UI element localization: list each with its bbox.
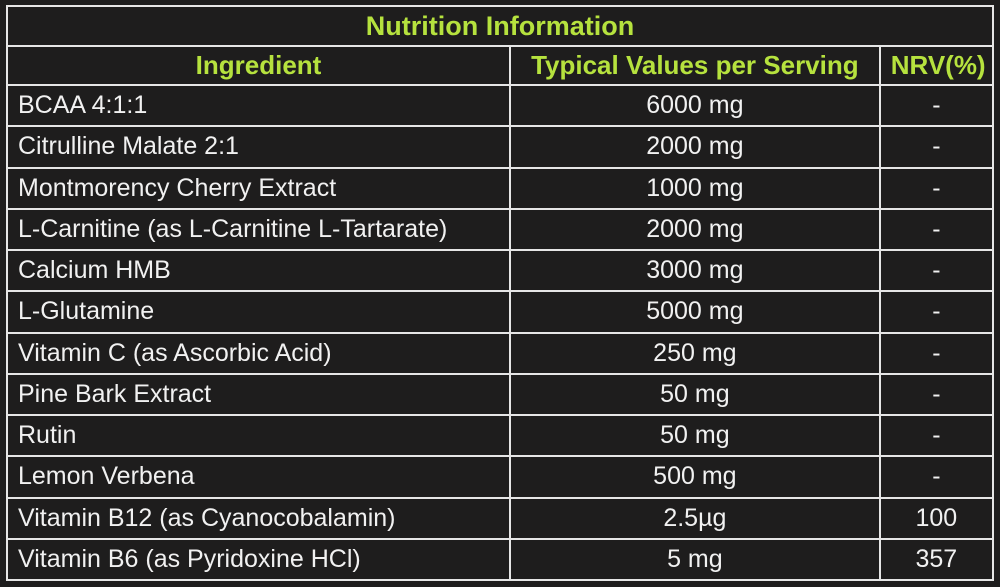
ingredient-cell: Vitamin B12 (as Cyanocobalamin) [6, 496, 511, 540]
header-ingredient: Ingredient [6, 45, 511, 86]
nrv-cell: - [878, 413, 995, 458]
ingredient-cell: Montmorency Cherry Extract [6, 166, 511, 210]
value-cell: 250 mg [509, 331, 881, 375]
nrv-cell: - [878, 125, 995, 169]
ingredient-cell: L-Glutamine [6, 290, 511, 334]
table-row: Calcium HMB 3000 mg - [6, 248, 995, 293]
ingredient-cell: Citrulline Malate 2:1 [6, 125, 511, 169]
nrv-cell: - [878, 83, 995, 128]
nrv-cell: 357 [878, 537, 995, 582]
header-typical-values: Typical Values per Serving [509, 45, 881, 86]
header-nrv: NRV(%) [878, 45, 995, 86]
ingredient-cell: Vitamin B6 (as Pyridoxine HCl) [6, 537, 511, 582]
table-row: Citrulline Malate 2:1 2000 mg - [6, 125, 995, 169]
ingredient-cell: Pine Bark Extract [6, 372, 511, 417]
value-cell: 6000 mg [509, 83, 881, 128]
table-row: L-Glutamine 5000 mg - [6, 290, 995, 334]
table-row: Vitamin B12 (as Cyanocobalamin) 2.5µg 10… [6, 496, 995, 540]
ingredient-cell: Calcium HMB [6, 248, 511, 293]
value-cell: 2000 mg [509, 125, 881, 169]
table-row: BCAA 4:1:1 6000 mg - [6, 83, 995, 128]
value-cell: 2.5µg [509, 496, 881, 540]
value-cell: 50 mg [509, 372, 881, 417]
ingredient-cell: Lemon Verbena [6, 455, 511, 499]
nrv-cell: - [878, 166, 995, 210]
nrv-cell: - [878, 455, 995, 499]
table-row: Vitamin B6 (as Pyridoxine HCl) 5 mg 357 [6, 537, 995, 582]
table-title: Nutrition Information [6, 5, 994, 47]
table-row: Vitamin C (as Ascorbic Acid) 250 mg - [6, 331, 995, 375]
table-row: Montmorency Cherry Extract 1000 mg - [6, 166, 995, 210]
nrv-cell: - [878, 248, 995, 293]
value-cell: 50 mg [509, 413, 881, 458]
value-cell: 2000 mg [509, 207, 881, 252]
nrv-cell: - [878, 207, 995, 252]
ingredient-cell: L-Carnitine (as L-Carnitine L-Tartarate) [6, 207, 511, 252]
table-row: Pine Bark Extract 50 mg - [6, 372, 995, 417]
value-cell: 500 mg [509, 455, 881, 499]
ingredient-cell: BCAA 4:1:1 [6, 83, 511, 128]
nrv-cell: 100 [878, 496, 995, 540]
value-cell: 5 mg [509, 537, 881, 582]
table-row: L-Carnitine (as L-Carnitine L-Tartarate)… [6, 207, 995, 252]
nutrition-table: Nutrition Information Ingredient Typical… [6, 5, 995, 582]
value-cell: 3000 mg [509, 248, 881, 293]
header-row: Ingredient Typical Values per Serving NR… [6, 45, 995, 86]
nrv-cell: - [878, 290, 995, 334]
ingredient-cell: Rutin [6, 413, 511, 458]
nrv-cell: - [878, 372, 995, 417]
value-cell: 1000 mg [509, 166, 881, 210]
table-row: Lemon Verbena 500 mg - [6, 455, 995, 499]
ingredient-cell: Vitamin C (as Ascorbic Acid) [6, 331, 511, 375]
table-row: Rutin 50 mg - [6, 413, 995, 458]
nrv-cell: - [878, 331, 995, 375]
value-cell: 5000 mg [509, 290, 881, 334]
title-row: Nutrition Information [6, 5, 994, 47]
